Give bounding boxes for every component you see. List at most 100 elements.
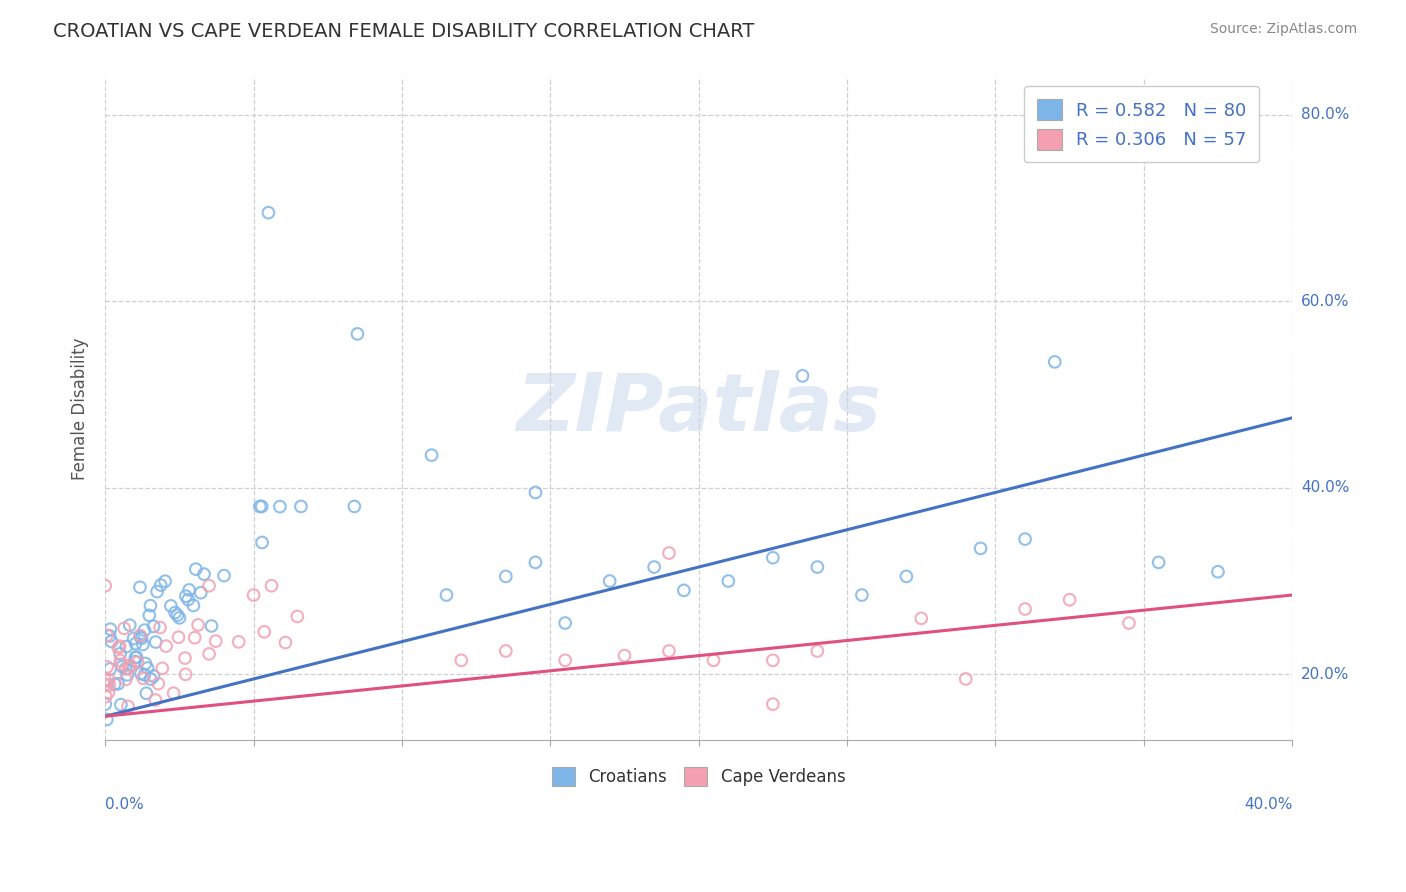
- Point: [290, 500, 312, 514]
- Text: 40.0%: 40.0%: [1301, 480, 1350, 495]
- Point: [717, 574, 740, 588]
- Point: [96, 660, 118, 674]
- Point: [148, 676, 170, 690]
- Point: [136, 661, 159, 675]
- Point: [94, 690, 117, 704]
- Point: [118, 661, 141, 675]
- Point: [257, 205, 280, 219]
- Point: [285, 609, 308, 624]
- Point: [97, 685, 120, 699]
- Point: [129, 580, 152, 594]
- Point: [145, 693, 167, 707]
- Point: [145, 635, 167, 649]
- Point: [132, 638, 155, 652]
- Point: [96, 713, 118, 727]
- Point: [1059, 592, 1081, 607]
- Point: [613, 648, 636, 663]
- Point: [198, 579, 221, 593]
- Point: [110, 654, 132, 668]
- Point: [117, 699, 139, 714]
- Point: [955, 672, 977, 686]
- Point: [184, 562, 207, 576]
- Point: [174, 651, 197, 665]
- Point: [94, 673, 117, 688]
- Point: [1147, 555, 1170, 569]
- Point: [1014, 602, 1036, 616]
- Point: [94, 579, 117, 593]
- Point: [110, 657, 132, 672]
- Text: Source: ZipAtlas.com: Source: ZipAtlas.com: [1209, 22, 1357, 37]
- Point: [599, 574, 621, 588]
- Point: [198, 647, 221, 661]
- Point: [1206, 565, 1229, 579]
- Point: [174, 589, 197, 603]
- Point: [124, 655, 146, 669]
- Point: [762, 697, 785, 711]
- Point: [134, 623, 156, 637]
- Point: [190, 585, 212, 599]
- Point: [134, 657, 156, 671]
- Point: [183, 599, 205, 613]
- Point: [114, 662, 136, 676]
- Point: [260, 579, 283, 593]
- Point: [146, 584, 169, 599]
- Point: [204, 634, 226, 648]
- Point: [131, 632, 153, 646]
- Point: [495, 644, 517, 658]
- Point: [200, 619, 222, 633]
- Point: [114, 673, 136, 687]
- Text: 40.0%: 40.0%: [1244, 797, 1292, 813]
- Point: [792, 368, 814, 383]
- Point: [149, 621, 172, 635]
- Point: [160, 599, 183, 613]
- Point: [249, 500, 271, 514]
- Point: [107, 677, 129, 691]
- Point: [96, 628, 118, 642]
- Point: [142, 619, 165, 633]
- Point: [115, 640, 138, 654]
- Point: [110, 698, 132, 712]
- Point: [524, 555, 547, 569]
- Point: [658, 644, 681, 658]
- Point: [134, 668, 156, 682]
- Point: [107, 640, 129, 655]
- Point: [98, 678, 121, 692]
- Point: [672, 583, 695, 598]
- Point: [153, 574, 176, 589]
- Point: [139, 599, 162, 613]
- Text: CROATIAN VS CAPE VERDEAN FEMALE DISABILITY CORRELATION CHART: CROATIAN VS CAPE VERDEAN FEMALE DISABILI…: [53, 22, 755, 41]
- Point: [436, 588, 458, 602]
- Point: [1014, 532, 1036, 546]
- Point: [100, 634, 122, 648]
- Point: [108, 647, 131, 661]
- Point: [169, 611, 191, 625]
- Point: [495, 569, 517, 583]
- Point: [142, 669, 165, 683]
- Point: [658, 546, 681, 560]
- Point: [806, 644, 828, 658]
- Point: [124, 637, 146, 651]
- Point: [212, 568, 235, 582]
- Point: [97, 673, 120, 687]
- Point: [155, 639, 177, 653]
- Point: [242, 588, 264, 602]
- Point: [343, 500, 366, 514]
- Point: [167, 630, 190, 644]
- Text: 20.0%: 20.0%: [1301, 667, 1350, 681]
- Point: [420, 448, 443, 462]
- Text: 0.0%: 0.0%: [105, 797, 143, 813]
- Point: [166, 608, 188, 623]
- Point: [150, 661, 173, 675]
- Point: [643, 560, 665, 574]
- Point: [177, 592, 200, 607]
- Point: [554, 653, 576, 667]
- Point: [1118, 615, 1140, 630]
- Point: [1043, 355, 1066, 369]
- Point: [118, 618, 141, 632]
- Point: [149, 578, 172, 592]
- Point: [129, 628, 152, 642]
- Point: [135, 686, 157, 700]
- Point: [896, 569, 918, 583]
- Point: [450, 653, 472, 667]
- Point: [524, 485, 547, 500]
